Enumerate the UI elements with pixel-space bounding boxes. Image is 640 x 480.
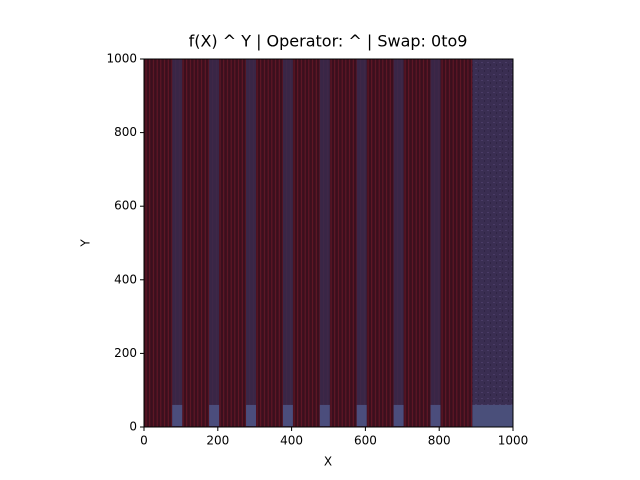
image-band-foot	[393, 404, 404, 426]
x-tick-label: 200	[206, 434, 229, 448]
image-band-foot	[319, 404, 330, 426]
image-band	[356, 59, 367, 427]
image-band	[282, 59, 293, 427]
x-tick-label: 1000	[498, 434, 529, 448]
x-tick-label: 600	[354, 434, 377, 448]
image-band	[319, 59, 330, 427]
axes-frame	[143, 58, 514, 428]
image-band	[172, 59, 183, 427]
image-band	[393, 59, 404, 427]
image-block-foot	[472, 404, 513, 427]
image-block	[472, 59, 513, 427]
y-tick-label: 200	[114, 346, 137, 360]
x-tick-label: 0	[140, 434, 148, 448]
chart-title: f(X) ^ Y | Operator: ^ | Swap: 0to9	[189, 32, 468, 51]
y-tick-label: 800	[114, 125, 137, 139]
x-tick-label: 400	[280, 434, 303, 448]
image-band-foot	[209, 404, 220, 426]
x-tick-label: 800	[428, 434, 451, 448]
y-axis-label: Y	[79, 239, 93, 248]
image-band	[246, 59, 256, 427]
x-axis-label: X	[324, 455, 332, 469]
image-band-foot	[246, 404, 256, 426]
image-band-foot	[282, 404, 293, 426]
y-tick-label: 1000	[106, 52, 137, 66]
image	[144, 59, 513, 427]
image-band-foot	[430, 404, 441, 426]
y-tick-label: 600	[114, 199, 137, 213]
y-tick-label: 0	[129, 420, 137, 434]
image-band-foot	[356, 404, 367, 426]
y-tick-label: 400	[114, 272, 137, 286]
image-band	[209, 59, 220, 427]
image-band	[430, 59, 441, 427]
image-band-foot	[172, 404, 183, 426]
